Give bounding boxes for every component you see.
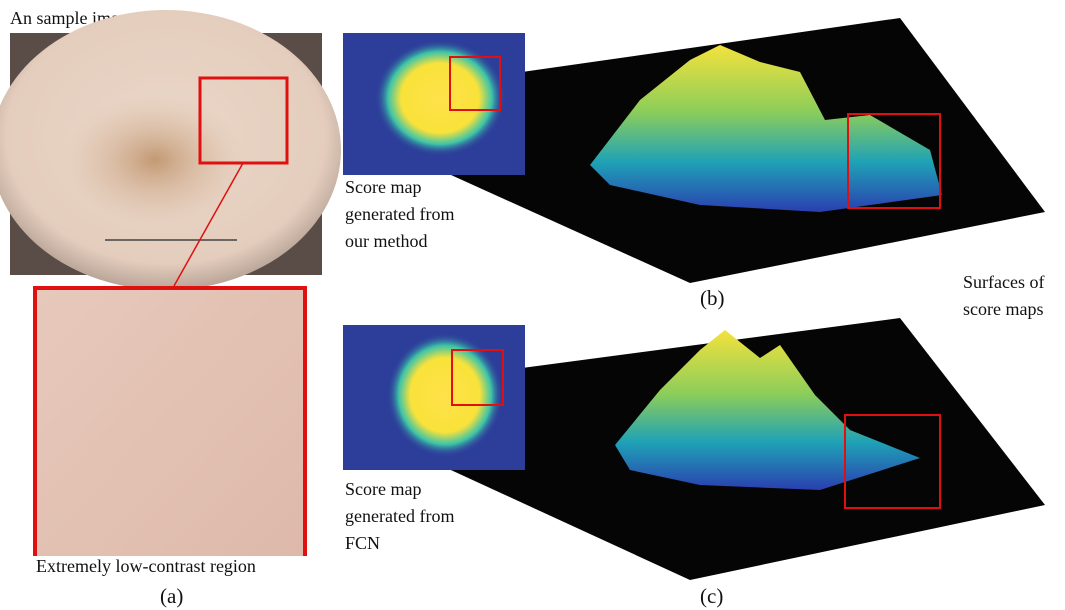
caption-line: our method	[345, 231, 428, 251]
caption-line: score maps	[963, 299, 1043, 319]
panel-label: (b)	[700, 286, 725, 310]
caption-line: FCN	[345, 533, 380, 553]
figure: An sample image Extremely low‑contrast r…	[0, 0, 1065, 610]
panel-label: (a)	[160, 584, 183, 608]
zoomed-region	[35, 288, 305, 580]
caption-line: generated from	[345, 204, 454, 224]
region-caption: Extremely low‑contrast region	[36, 556, 256, 576]
caption-line: generated from	[345, 506, 454, 526]
caption-line: Score map	[345, 479, 421, 499]
lesion	[65, 95, 245, 225]
score-blob	[387, 333, 503, 457]
caption-line: Surfaces of	[963, 272, 1044, 292]
panel-label: (c)	[700, 584, 723, 608]
caption-line: Score map	[345, 177, 421, 197]
